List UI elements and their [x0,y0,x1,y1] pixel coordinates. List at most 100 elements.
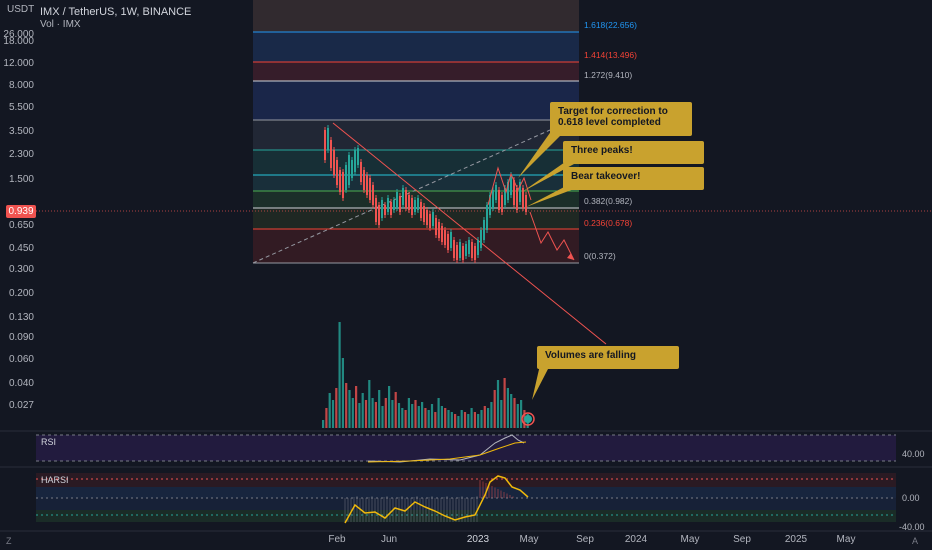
candle [384,205,386,215]
candle [405,190,407,208]
candle [513,180,515,205]
candle [444,230,446,245]
candle [348,155,350,185]
time-tick: May [519,534,539,545]
candle [381,200,383,218]
time-tick: 2025 [784,534,808,545]
auto-scale-icon[interactable]: A [912,536,919,546]
fib-level-label: 0.236(0.678) [584,218,633,228]
volume-bar [450,412,453,428]
candle [456,245,458,260]
volume-bar [368,380,371,428]
price-tick: 0.130 [8,312,34,323]
volume-bar [493,390,496,428]
volume-bar [351,398,354,428]
price-tick: 26.000 [3,29,34,40]
candle [330,140,332,168]
volume-bar [496,380,500,428]
price-tick: 1.500 [8,174,34,185]
fib-level-label: 1.618(22.656) [584,20,637,30]
volume-bar [384,398,387,428]
harsi-signal-line [344,475,529,524]
volume-bar [516,404,519,428]
volume-bar [378,390,381,428]
price-tick: 8.000 [8,80,34,91]
volume-indicator-label[interactable]: Vol · IMX [40,19,81,30]
volume-bar [480,410,483,428]
candle [480,230,482,248]
volume-bar [454,414,457,428]
annotation-three-peaks[interactable]: Three peaks! [563,141,704,164]
volume-bar [361,393,364,428]
price-tick: 5.500 [8,102,34,113]
annotation-target[interactable]: Target for correction to 0.618 level com… [550,102,692,136]
candle [525,195,527,212]
volume-bar [381,406,384,428]
volume-bar [355,386,358,428]
volume-bar [510,394,513,428]
candle [492,190,494,208]
candle [372,185,374,205]
rsi-ma-line [367,441,527,463]
price-tick: 0.040 [8,378,34,389]
fib-level-label: 1.414(13.496) [584,50,637,60]
volume-bar [341,358,344,428]
price-tick: 0.300 [8,264,34,275]
price-tick: 0.090 [8,332,34,343]
fib-level-label: 0.382(0.982) [584,196,633,206]
candle [387,198,389,212]
candle [459,242,461,258]
volume-bar [457,416,460,428]
volume-bar [397,403,401,428]
candle [366,175,368,195]
candle [519,182,521,202]
candle [345,165,347,190]
annotation-bear-takeover[interactable]: Bear takeover! [563,167,704,190]
candle [423,206,425,222]
volume-bar [440,406,443,428]
symbol-title[interactable]: IMX / TetherUS, 1W, BINANCE [40,6,192,18]
candle [339,170,341,192]
zoom-icon[interactable]: Z [6,536,12,546]
fib-trend-line [252,129,551,264]
price-tick: 0.200 [8,288,34,299]
candle [435,218,437,235]
candle [378,205,380,225]
candle [498,190,500,210]
candle [396,192,398,208]
candle [408,195,410,210]
annotation-volumes-falling[interactable]: Volumes are falling [537,346,679,369]
candle [375,198,377,222]
volume-bar [444,408,447,428]
candle [342,172,344,198]
price-tick: 0.450 [8,243,34,254]
volume-bar [421,402,424,428]
volume-bar [483,406,486,428]
candle [432,212,434,226]
volume-bar [513,398,516,428]
volume-bar [463,412,467,428]
fib-level-label: 0(0.372) [584,251,616,261]
candle [483,220,485,240]
candle [390,202,392,215]
rsi-label[interactable]: RSI [41,437,57,447]
time-tick: Feb [328,534,346,545]
volume-bar [394,392,397,428]
candle [507,182,509,200]
rsi-axis-40: 40.00 [902,449,925,459]
harsi-label[interactable]: HARSI [41,475,69,485]
volume-bar [325,408,328,428]
volume-bar [417,406,420,428]
current-price-tag: 0.939 [6,205,36,218]
volume-bar [388,386,391,428]
volume-bar [460,410,463,428]
price-tick: 18.000 [3,36,34,47]
volume-bar [331,400,335,428]
price-tick: 3.500 [8,126,34,137]
candle [474,246,476,260]
volume-bar [506,388,509,428]
volume-bar [490,402,493,428]
candle [351,160,353,178]
price-tick: 0.027 [8,400,34,411]
